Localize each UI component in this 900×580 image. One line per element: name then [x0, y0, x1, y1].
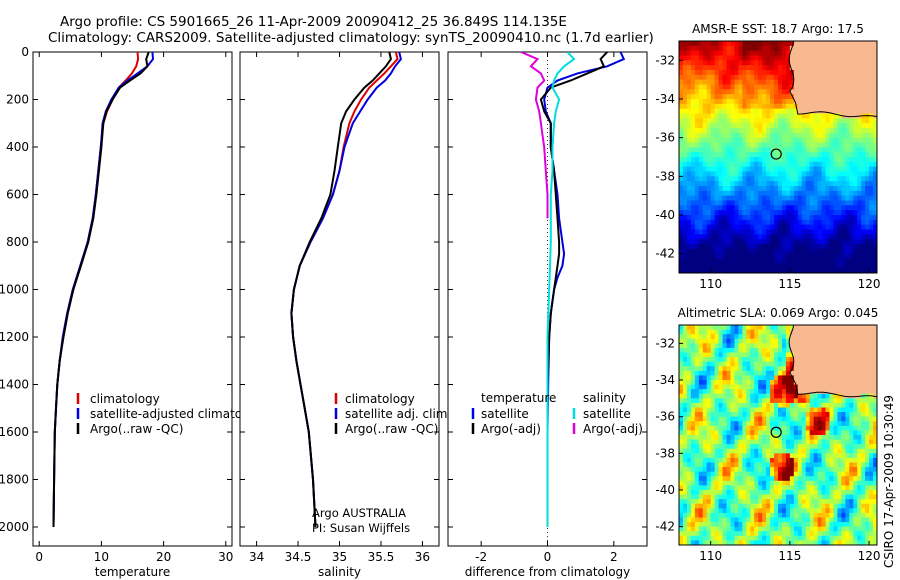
legend-label-temperature: satellite [481, 407, 529, 421]
depth-tick-label: 1000 [0, 283, 29, 297]
temperature-series-argo-raw-qc- [52, 52, 150, 528]
difference-xlabel: difference from climatology [465, 565, 631, 579]
sla_map-ytick-label: -38 [655, 446, 675, 460]
salinity-xlabel: salinity [318, 565, 361, 579]
sla_map-argo-marker [770, 426, 782, 438]
legend-label-salinity: satellite adj. clim. [345, 407, 451, 421]
depth-tick-label: 200 [6, 93, 29, 107]
sst_map-ytick-label: -38 [655, 169, 675, 183]
legend-label-salinity: Argo(-adj) [583, 422, 643, 436]
depth-tick-label: 800 [6, 235, 29, 249]
sla_map-ytick-label: -34 [655, 373, 675, 387]
salinity-xtick-label: 34.5 [285, 550, 312, 564]
sla_map-xtick-label: 110 [699, 549, 722, 563]
legend-label-temperature: Argo(-adj) [481, 422, 541, 436]
salinity-xtick-label: 35 [332, 550, 347, 564]
salinity-series-argo-raw-qc- [290, 52, 392, 528]
legend-label-salinity: climatology [345, 392, 415, 406]
salinity-xtick-label: 36 [415, 550, 430, 564]
sst_map-ytick-label: -32 [655, 53, 675, 67]
sla_map-ytick-label: -40 [655, 483, 675, 497]
temperature-xtick-label: 10 [94, 550, 109, 564]
sla_map-coastline [788, 325, 877, 398]
sla_map-ytick-label: -36 [655, 410, 675, 424]
depth-tick-label: 1600 [0, 425, 29, 439]
temperature-xtick-label: 20 [156, 550, 171, 564]
argo-program-label: Argo AUSTRALIA [312, 506, 406, 520]
difference-series-salinity-argo-adj- [520, 52, 549, 219]
difference-series-temperature-argo-adj- [539, 52, 608, 527]
sst_map-title: AMSR-E SST: 18.7 Argo: 17.5 [692, 22, 864, 36]
salinity-xtick-label: 35.5 [368, 550, 395, 564]
sla_map-ytick-label: -42 [655, 520, 675, 534]
depth-tick-label: 1200 [0, 330, 29, 344]
panel-salinity: 34 34.5 35 35.5 36 salinity climatologysatelli… [239, 51, 451, 579]
sla_map-axes-box [678, 324, 878, 546]
difference-series-salinity-satellite [546, 52, 576, 527]
depth-tick-label: 1800 [0, 473, 29, 487]
depth-tick-label: 0 [21, 45, 29, 59]
legend-header-salinity: salinity [583, 391, 626, 405]
sst_map-xtick-label: 115 [778, 277, 801, 291]
legend-label-salinity: Argo(..raw -QC) [345, 422, 438, 436]
map-sla_map: 110 115 120 -32 -34 -36 -38 -40 -42 Altimetric SL… [655, 306, 880, 563]
sst_map-ytick-label: -36 [655, 131, 675, 145]
sst_map-axes-box [678, 40, 878, 274]
depth-tick-label: 400 [6, 140, 29, 154]
sst_map-coastline [788, 41, 877, 118]
depth-tick-label: 1400 [0, 378, 29, 392]
argo-pi-label: PI: Susan Wijffels [312, 521, 410, 535]
sla_map-title: Altimetric SLA: 0.069 Argo: 0.045 [678, 306, 879, 320]
header-line-1: Argo profile: CS 5901665_26 11-Apr-2009 … [60, 14, 567, 30]
sla_map-xtick-label: 115 [778, 549, 801, 563]
temperature-xtick-label: 0 [35, 550, 43, 564]
temperature-axes-box [32, 51, 233, 547]
legend-label-temperature: Argo(..raw -QC) [90, 422, 183, 436]
depth-tick-label: 600 [6, 188, 29, 202]
sst_map-ytick-label: -40 [655, 208, 675, 222]
legend-label-temperature: climatology [90, 392, 160, 406]
salinity-xtick-label: 34 [249, 550, 264, 564]
sst_map-ytick-label: -34 [655, 92, 675, 106]
sst_map-ytick-label: -42 [655, 247, 675, 261]
sst_map-xtick-label: 120 [858, 277, 881, 291]
map-sst_map: 110 115 120 -32 -34 -36 -38 -40 -42 AMSR-E SST: 1… [655, 22, 880, 291]
depth-tick-label: 2000 [0, 520, 29, 534]
chart-area: 0 10 20 30020040060080010001200140016001800… [0, 22, 881, 579]
sst_map-xtick-label: 110 [699, 277, 722, 291]
salinity-axes-box [239, 51, 440, 547]
header-line-2: Climatology: CARS2009. Satellite-adjuste… [48, 30, 654, 46]
side-timestamp-label: CSIRO 17-Apr-2009 10:30:49 [882, 395, 896, 568]
sst_map-argo-marker [770, 148, 782, 160]
sla_map-field [679, 325, 877, 545]
legend-header-temperature: temperature [481, 391, 556, 405]
panel-temperature: 0 10 20 30 0 200 400 600 800 1000 1200 1400 1600 1800… [0, 45, 268, 579]
sla_map-ytick-label: -32 [655, 336, 675, 350]
temperature-xlabel: temperature [95, 565, 170, 579]
temperature-xtick-label: 30 [218, 550, 233, 564]
sla_map-xtick-label: 120 [858, 549, 881, 563]
legend-label-salinity: satellite [583, 407, 631, 421]
difference-xtick-label: 0 [544, 550, 552, 564]
difference-xtick-label: 2 [610, 550, 618, 564]
legend-label-temperature: satellite-adjusted climatology [90, 407, 268, 421]
difference-xtick-label: -2 [475, 550, 487, 564]
sst_map-field [679, 41, 877, 273]
